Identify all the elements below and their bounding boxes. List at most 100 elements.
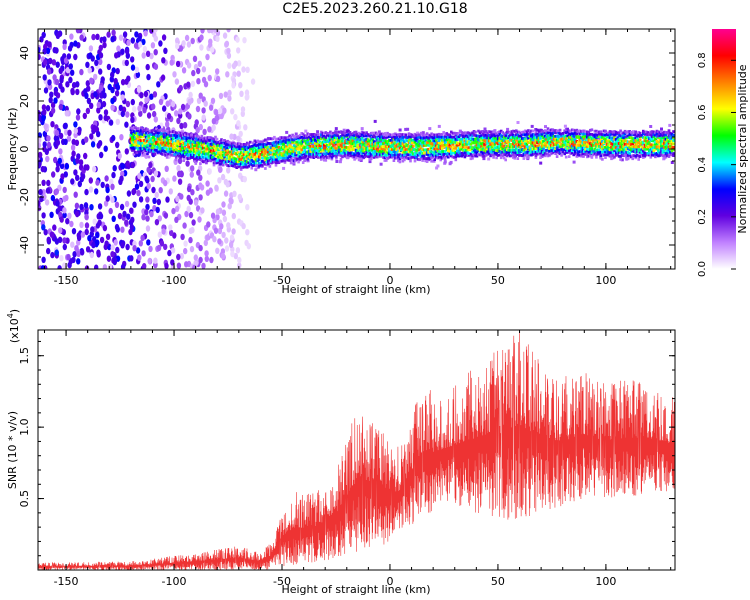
heatmap-cell <box>570 144 574 148</box>
heatmap-cell <box>239 90 244 98</box>
heatmap-cell <box>433 136 436 139</box>
heatmap-cell <box>658 143 662 146</box>
heatmap-cell <box>502 136 506 139</box>
heatmap-cell <box>236 160 240 164</box>
heatmap-cell <box>560 137 563 141</box>
heatmap-cell <box>196 97 202 105</box>
heatmap-cell <box>640 151 643 154</box>
heatmap-cell <box>259 163 263 167</box>
heatmap-cell <box>220 252 226 260</box>
heatmap-cell <box>499 145 503 149</box>
heatmap-cell <box>247 151 250 155</box>
heatmap-cell <box>262 143 266 146</box>
heatmap-cell <box>567 143 571 147</box>
heatmap-cell <box>130 37 135 44</box>
heatmap-cell <box>660 136 663 140</box>
heatmap-cell <box>327 156 331 160</box>
heatmap-cell <box>573 131 577 135</box>
heatmap-cell <box>463 143 467 146</box>
heatmap-cell <box>540 146 544 150</box>
heatmap-cell <box>197 135 201 139</box>
heatmap-cell <box>135 137 139 140</box>
heatmap-cell <box>428 127 432 131</box>
heatmap-cell <box>273 135 276 139</box>
heatmap-cell <box>533 152 536 155</box>
heatmap-cell <box>182 155 186 159</box>
heatmap-cell <box>285 138 288 142</box>
heatmap-cell <box>501 150 504 154</box>
heatmap-cell <box>167 249 172 257</box>
heatmap-cell <box>152 128 155 132</box>
heatmap-cell <box>466 151 470 155</box>
heatmap-cell <box>403 135 406 138</box>
heatmap-cell <box>513 151 517 154</box>
heatmap-cell <box>306 132 309 136</box>
heatmap-cell <box>258 152 261 155</box>
heatmap-cell <box>527 136 530 140</box>
heatmap-cell <box>208 154 211 158</box>
heatmap-cell <box>563 152 566 156</box>
heatmap-cell <box>558 134 562 138</box>
heatmap-cell <box>282 139 285 143</box>
heatmap-cell <box>277 140 281 144</box>
heatmap-cell <box>472 153 476 156</box>
heatmap-cell <box>169 59 174 66</box>
heatmap-cell <box>244 155 247 158</box>
heatmap-cell <box>400 144 403 148</box>
heatmap-cell <box>365 131 368 135</box>
heatmap-cell <box>469 148 473 152</box>
heatmap-cell <box>297 143 300 147</box>
heatmap-cell <box>632 131 636 135</box>
heatmap-cell <box>360 151 364 155</box>
heatmap-cell <box>226 164 229 167</box>
heatmap-cell <box>102 224 108 232</box>
heatmap-cell <box>534 128 538 131</box>
heatmap-cell <box>265 163 269 167</box>
heatmap-cell <box>197 150 201 154</box>
heatmap-cell <box>507 153 510 156</box>
heatmap-cell <box>487 137 491 140</box>
heatmap-cell <box>253 152 257 156</box>
heatmap-cell <box>451 148 455 152</box>
heatmap-cell <box>655 132 659 136</box>
heatmap-cell <box>400 142 403 145</box>
heatmap-cell <box>185 152 189 156</box>
heatmap-cell <box>140 234 145 242</box>
heatmap-cell <box>211 156 214 159</box>
heatmap-cell <box>404 142 408 146</box>
heatmap-cell <box>658 146 662 150</box>
heatmap-cell <box>613 137 616 141</box>
heatmap-cell <box>667 141 671 145</box>
heatmap-cell <box>301 161 305 164</box>
heatmap-cell <box>50 194 56 202</box>
heatmap-cell <box>425 135 429 139</box>
heatmap-cell <box>259 161 263 165</box>
heatmap-cell <box>602 129 606 133</box>
heatmap-cell <box>238 164 241 168</box>
heatmap-cell <box>221 201 226 208</box>
heatmap-cell <box>573 136 577 140</box>
heatmap-cell <box>428 142 432 145</box>
heatmap-cell <box>599 156 603 160</box>
heatmap-cell <box>221 231 226 239</box>
heatmap-cell <box>55 61 60 68</box>
heatmap-cell <box>147 257 152 265</box>
heatmap-cell <box>486 153 489 156</box>
heatmap-cell <box>617 138 621 141</box>
heatmap-cell <box>145 63 150 71</box>
heatmap-cell <box>241 152 244 155</box>
heatmap-cell <box>118 178 123 185</box>
heatmap-cell <box>193 150 196 153</box>
heatmap-cell <box>406 139 409 143</box>
heatmap-cell <box>120 79 126 86</box>
heatmap-cell <box>65 81 70 88</box>
heatmap-cell <box>152 91 158 98</box>
heatmap-cell <box>406 153 409 157</box>
heatmap-cell <box>351 136 355 140</box>
heatmap-cell <box>604 156 607 159</box>
heatmap-cell <box>124 219 129 226</box>
heatmap-cell <box>329 134 332 138</box>
heatmap-cell <box>73 127 79 135</box>
heatmap-cell <box>501 135 504 138</box>
heatmap-cell <box>74 139 80 146</box>
